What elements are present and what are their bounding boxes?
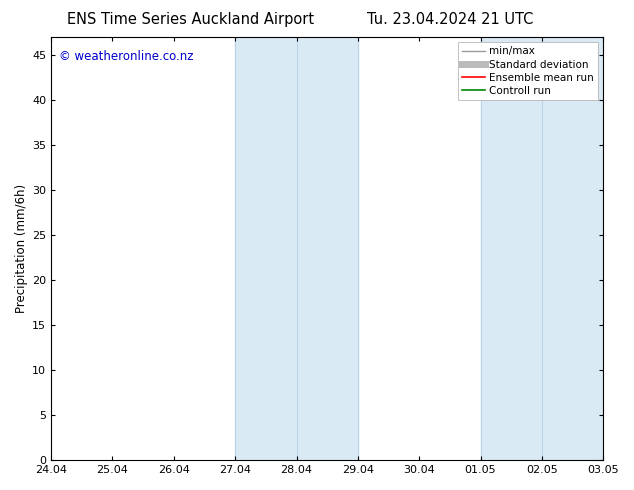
Text: Tu. 23.04.2024 21 UTC: Tu. 23.04.2024 21 UTC (367, 12, 533, 27)
Y-axis label: Precipitation (mm/6h): Precipitation (mm/6h) (15, 184, 28, 313)
Bar (235, 37, 358, 460)
Text: ENS Time Series Auckland Airport: ENS Time Series Auckland Airport (67, 12, 314, 27)
Legend: min/max, Standard deviation, Ensemble mean run, Controll run: min/max, Standard deviation, Ensemble me… (458, 42, 598, 100)
Text: © weatheronline.co.nz: © weatheronline.co.nz (60, 50, 194, 63)
Bar (481, 37, 603, 460)
